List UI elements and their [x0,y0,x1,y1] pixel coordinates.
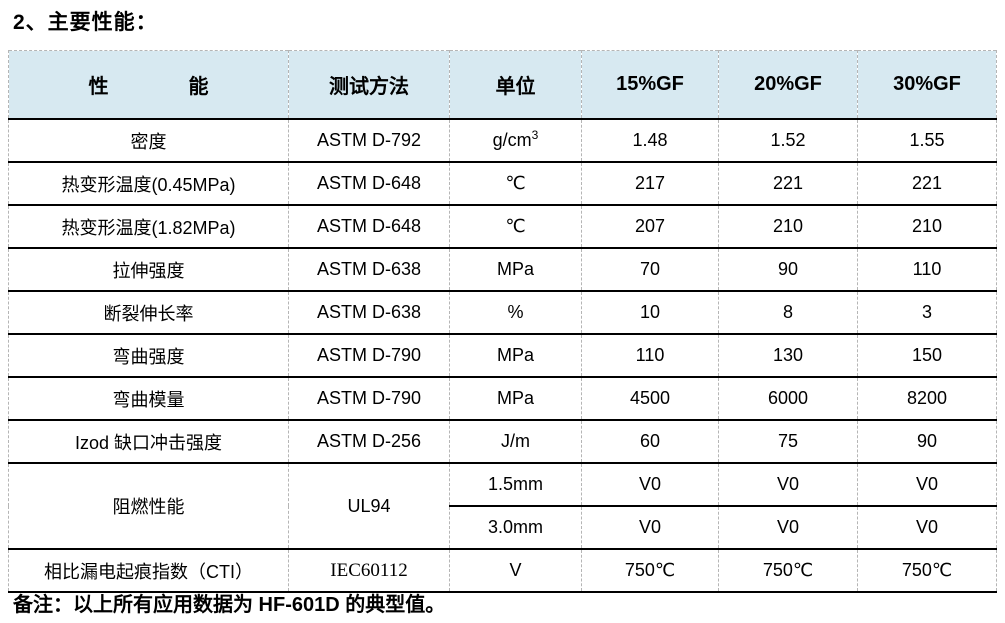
table-body: 密度 ASTM D-792 g/cm3 1.48 1.52 1.55 热变形温度(0.45M… [8,118,997,592]
table-cell: IEC60112 [288,548,450,592]
header-20gf: 20%GF [718,50,858,120]
header-30gf: 30%GF [857,50,997,120]
table-cell: 750℃ [581,548,719,592]
header-row: 性 能 测试方法 单位 15%GF 20%GF 30%GF [8,50,997,120]
table-cell: 221 [718,161,858,205]
table-row: Izod 缺口冲击强度 ASTM D-256 J/m 60 75 90 [8,419,997,463]
table-cell: 8200 [857,376,997,420]
table-cell: ASTM D-638 [288,290,450,334]
table-cell: 75 [718,419,858,463]
table-cell: 阻燃性能 [8,462,289,549]
table-cell: 217 [581,161,719,205]
table-cell: 750℃ [857,548,997,592]
table-cell: 4500 [581,376,719,420]
table-cell: ASTM D-790 [288,333,450,377]
table-cell: 70 [581,247,719,291]
table-cell: 207 [581,204,719,248]
table-header: 性 能 测试方法 单位 15%GF 20%GF 30%GF [8,50,997,120]
table-cell: 相比漏电起痕指数（CTI） [8,548,289,592]
table-cell: 130 [718,333,858,377]
table-cell: ASTM D-792 [288,118,450,162]
table-cell: 断裂伸长率 [8,290,289,334]
table-cell: 8 [718,290,858,334]
table-row: 3.0mm V0 V0 V0 [9,505,997,549]
header-property: 性 能 [8,50,289,120]
table-cell: ASTM D-648 [288,204,450,248]
table-cell: MPa [449,376,582,420]
table-cell: V0 [718,505,858,549]
footer-note: 备注：以上所有应用数据为 HF-601D 的典型值。 [13,594,446,616]
table-cell: 弯曲模量 [8,376,289,420]
table-row: 弯曲模量 ASTM D-790 MPa 4500 6000 8200 [8,376,997,420]
table-cell: 90 [857,419,997,463]
header-test-method: 测试方法 [288,50,450,120]
table-cell: ASTM D-256 [288,419,450,463]
table-cell: 1.5mm [449,462,582,506]
table-cell: ASTM D-790 [288,376,450,420]
table-row: 拉伸强度 ASTM D-638 MPa 70 90 110 [8,247,997,291]
table-cell: V [449,548,582,592]
table-row: 密度 ASTM D-792 g/cm3 1.48 1.52 1.55 [8,118,997,162]
table-cell: V0 [581,462,719,506]
table-cell: ASTM D-638 [288,247,450,291]
table-cell: g/cm3 [449,118,582,162]
table-row: 阻燃性能 UL94 1.5mm V0 V0 V0 [8,462,997,549]
table-cell: 90 [718,247,858,291]
table-cell: 150 [857,333,997,377]
table-cell: 6000 [718,376,858,420]
table-cell: 10 [581,290,719,334]
table-row: 相比漏电起痕指数（CTI） IEC60112 V 750℃ 750℃ 750℃ [8,548,997,592]
table-row: 热变形温度(1.82MPa) ASTM D-648 ℃ 207 210 210 [8,204,997,248]
table-cell: % [449,290,582,334]
table-cell: 3 [857,290,997,334]
table-cell: Izod 缺口冲击强度 [8,419,289,463]
table-cell: J/m [449,419,582,463]
table-cell: 密度 [8,118,289,162]
table-cell: 1.52 [718,118,858,162]
table-cell: 110 [857,247,997,291]
table-cell: ℃ [449,161,582,205]
header-unit: 单位 [449,50,582,120]
table-cell: V0 [718,462,858,506]
table-row: 弯曲强度 ASTM D-790 MPa 110 130 150 [8,333,997,377]
table-cell: 弯曲强度 [8,333,289,377]
table-cell: 热变形温度(1.82MPa) [8,204,289,248]
table-cell: 210 [857,204,997,248]
table-cell: V0 [581,505,719,549]
table-cell: UL94 [288,462,450,549]
table-cell: 110 [581,333,719,377]
table-row: 热变形温度(0.45MPa) ASTM D-648 ℃ 217 221 221 [8,161,997,205]
table-cell: 750℃ [718,548,858,592]
table-cell: ℃ [449,204,582,248]
table-cell: MPa [449,247,582,291]
table-cell: 3.0mm [449,505,582,549]
table-cell: MPa [449,333,582,377]
superscript: 3 [531,128,539,142]
table-cell: 拉伸强度 [8,247,289,291]
table-cell: V0 [857,505,997,549]
table-cell: 1.48 [581,118,719,162]
properties-table: 性 能 测试方法 单位 15%GF 20%GF 30%GF 密度 ASTM D-7… [8,50,997,593]
table-cell: ASTM D-648 [288,161,450,205]
section-title: 2、主要性能： [13,11,158,34]
table-row: 断裂伸长率 ASTM D-638% 10 8 3 [8,290,997,334]
table-cell: V0 [857,462,997,506]
table-cell: 1.55 [857,118,997,162]
header-15gf: 15%GF [581,50,719,120]
table-cell: 210 [718,204,858,248]
table-cell: 热变形温度(0.45MPa) [8,161,289,205]
table-cell: 60 [581,419,719,463]
table-cell: 221 [857,161,997,205]
